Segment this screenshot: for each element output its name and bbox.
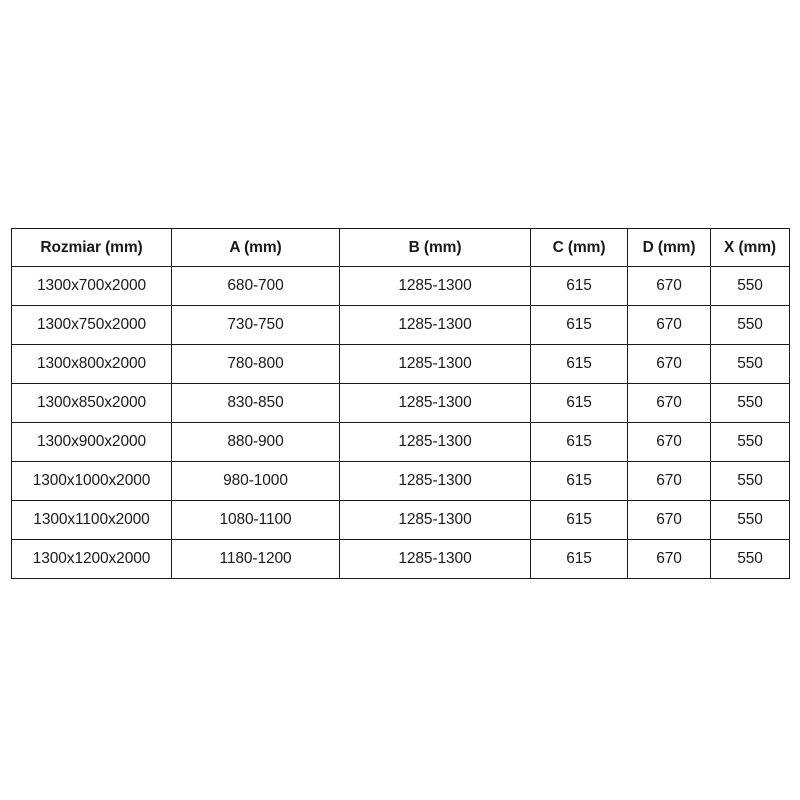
cell-x: 550 — [710, 305, 790, 345]
cell-x: 550 — [710, 461, 790, 501]
cell-a: 880-900 — [171, 422, 340, 462]
table-row: 1300x900x2000 880-900 1285-1300 615 670 550 — [11, 422, 790, 462]
cell-size: 1300x750x2000 — [11, 305, 172, 345]
column-header-size: Rozmiar (mm) — [11, 228, 172, 267]
cell-x: 550 — [710, 344, 790, 384]
cell-a: 780-800 — [171, 344, 340, 384]
cell-x: 550 — [710, 422, 790, 462]
cell-x: 550 — [710, 383, 790, 423]
cell-c: 615 — [530, 539, 628, 579]
cell-d: 670 — [627, 422, 711, 462]
cell-a: 1180-1200 — [171, 539, 340, 579]
cell-d: 670 — [627, 500, 711, 540]
cell-size: 1300x1000x2000 — [11, 461, 172, 501]
column-header-d: D (mm) — [627, 228, 711, 267]
cell-x: 550 — [710, 539, 790, 579]
cell-c: 615 — [530, 266, 628, 306]
size-specification-table: Rozmiar (mm) A (mm) B (mm) C (mm) D (mm) X (m… — [11, 228, 790, 579]
cell-d: 670 — [627, 383, 711, 423]
table-row: 1300x1000x2000 980-1000 1285-1300 615 670 550 — [11, 461, 790, 501]
table-header-row: Rozmiar (mm) A (mm) B (mm) C (mm) D (mm) X (m… — [11, 228, 790, 267]
cell-d: 670 — [627, 266, 711, 306]
table-body: 1300x700x2000 680-700 1285-1300 615 670 550 13… — [11, 266, 790, 579]
column-header-b: B (mm) — [339, 228, 531, 267]
table-row: 1300x750x2000 730-750 1285-1300 615 670 550 — [11, 305, 790, 345]
cell-d: 670 — [627, 539, 711, 579]
cell-b: 1285-1300 — [339, 422, 531, 462]
cell-size: 1300x900x2000 — [11, 422, 172, 462]
cell-b: 1285-1300 — [339, 383, 531, 423]
cell-a: 730-750 — [171, 305, 340, 345]
cell-a: 1080-1100 — [171, 500, 340, 540]
cell-b: 1285-1300 — [339, 266, 531, 306]
cell-d: 670 — [627, 344, 711, 384]
table-header: Rozmiar (mm) A (mm) B (mm) C (mm) D (mm) X (m… — [11, 228, 790, 267]
cell-size: 1300x1100x2000 — [11, 500, 172, 540]
column-header-c: C (mm) — [530, 228, 628, 267]
column-header-a: A (mm) — [171, 228, 340, 267]
cell-size: 1300x700x2000 — [11, 266, 172, 306]
cell-a: 830-850 — [171, 383, 340, 423]
table-row: 1300x1100x2000 1080-1100 1285-1300 615 670 55… — [11, 500, 790, 540]
cell-d: 670 — [627, 305, 711, 345]
cell-d: 670 — [627, 461, 711, 501]
cell-size: 1300x1200x2000 — [11, 539, 172, 579]
table-row: 1300x800x2000 780-800 1285-1300 615 670 550 — [11, 344, 790, 384]
cell-x: 550 — [710, 266, 790, 306]
cell-b: 1285-1300 — [339, 305, 531, 345]
cell-c: 615 — [530, 422, 628, 462]
cell-c: 615 — [530, 383, 628, 423]
cell-size: 1300x850x2000 — [11, 383, 172, 423]
cell-c: 615 — [530, 305, 628, 345]
cell-b: 1285-1300 — [339, 344, 531, 384]
cell-b: 1285-1300 — [339, 461, 531, 501]
table-row: 1300x700x2000 680-700 1285-1300 615 670 550 — [11, 266, 790, 306]
table-row: 1300x1200x2000 1180-1200 1285-1300 615 670 55… — [11, 539, 790, 579]
cell-c: 615 — [530, 461, 628, 501]
cell-c: 615 — [530, 500, 628, 540]
cell-b: 1285-1300 — [339, 539, 531, 579]
cell-a: 980-1000 — [171, 461, 340, 501]
cell-size: 1300x800x2000 — [11, 344, 172, 384]
table-row: 1300x850x2000 830-850 1285-1300 615 670 550 — [11, 383, 790, 423]
cell-b: 1285-1300 — [339, 500, 531, 540]
size-table-container: Rozmiar (mm) A (mm) B (mm) C (mm) D (mm) X (m… — [11, 228, 790, 579]
cell-x: 550 — [710, 500, 790, 540]
cell-c: 615 — [530, 344, 628, 384]
cell-a: 680-700 — [171, 266, 340, 306]
column-header-x: X (mm) — [710, 228, 790, 267]
